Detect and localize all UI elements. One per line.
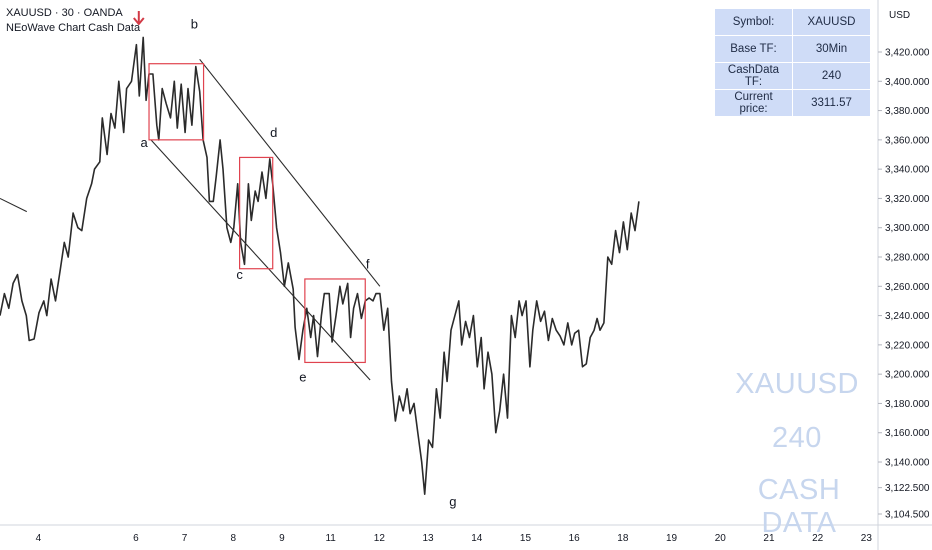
price-tick-label: 3,122.500 [885, 483, 930, 494]
chart-header: XAUUSD · 30 · OANDA NEoWave Chart Cash D… [6, 6, 140, 36]
time-tick-label: 12 [374, 533, 386, 544]
wave-label-e: e [299, 369, 306, 384]
price-tick-label: 3,300.000 [885, 223, 930, 234]
price-tick-label: 3,180.000 [885, 399, 930, 410]
price-tick-label: 3,220.000 [885, 340, 930, 351]
time-tick-label: 7 [182, 533, 188, 544]
wave-labels: a b c d e f g [133, 10, 457, 509]
down-arrow-icon [133, 10, 145, 25]
pattern-boxes [148, 63, 366, 364]
watermark-symbol: XAUUSD [735, 368, 859, 400]
channel-lower-line [150, 139, 371, 381]
time-tick-label: 11 [325, 533, 336, 544]
channel-upper-line [199, 58, 381, 287]
pattern-box [148, 63, 205, 141]
wave-label-f: f [366, 257, 370, 272]
price-tick-label: 3,320.000 [885, 194, 930, 205]
price-tick-label: 3,360.000 [885, 135, 930, 146]
info-key: CashData TF: [715, 63, 792, 89]
info-value: 3311.57 [793, 90, 870, 116]
price-axis[interactable]: USD 3,420.000 3,400.000 3,380.000 3,360.000 3… [877, 0, 930, 550]
time-tick-label: 16 [569, 533, 581, 544]
info-key: Base TF: [715, 36, 792, 62]
time-tick-label: 15 [520, 533, 532, 544]
price-tick-label: 3,160.000 [885, 428, 930, 439]
time-tick-label: 20 [715, 533, 727, 544]
price-series [0, 36, 640, 496]
price-tick-label: 3,340.000 [885, 165, 930, 176]
wave-label-b: b [191, 17, 198, 32]
wave-label-c: c [236, 267, 243, 282]
arrow-head [133, 17, 145, 25]
time-tick-label: 13 [422, 533, 434, 544]
time-tick-label: 14 [471, 533, 483, 544]
pattern-box [304, 278, 366, 364]
currency-label: USD [889, 10, 910, 21]
trendline-segment [0, 197, 28, 213]
price-tick-label: 3,420.000 [885, 48, 930, 59]
symbol-title: XAUUSD · 30 · OANDA [6, 7, 123, 19]
wave-label-a: a [141, 135, 149, 150]
info-row-symbol: Symbol: XAUUSD [715, 9, 870, 35]
price-tick-label: 3,240.000 [885, 311, 930, 322]
wave-channel [150, 58, 381, 381]
info-row-cashdata-tf: CashData TF: 240 [715, 63, 870, 89]
time-axis[interactable]: 4 6 7 8 9 11 12 13 14 15 16 18 19 20 21 22 23 [0, 524, 932, 544]
price-tick-label: 3,200.000 [885, 370, 930, 381]
price-tick-label: 3,260.000 [885, 282, 930, 293]
time-tick-label: 19 [666, 533, 678, 544]
pattern-box [239, 156, 274, 270]
info-key: Current price: [715, 90, 792, 116]
time-tick-label: 18 [617, 533, 629, 544]
wave-label-g: g [449, 494, 456, 509]
info-key: Symbol: [715, 9, 792, 35]
info-row-base-tf: Base TF: 30Min [715, 36, 870, 62]
price-tick-label: 3,280.000 [885, 253, 930, 264]
time-tick-label: 21 [763, 533, 775, 544]
time-tick-label: 23 [861, 533, 873, 544]
wave-label-d: d [270, 125, 277, 140]
price-line [0, 36, 640, 496]
price-tick-label: 3,400.000 [885, 77, 930, 88]
price-tick-label: 3,380.000 [885, 106, 930, 117]
time-tick-label: 4 [36, 533, 42, 544]
info-value: 240 [793, 63, 870, 89]
price-tick-label: 3,140.000 [885, 458, 930, 469]
watermark-timeframe: 240 [772, 422, 822, 454]
time-tick-label: 9 [279, 533, 285, 544]
time-tick-label: 22 [812, 533, 824, 544]
info-value: XAUUSD [793, 9, 870, 35]
time-tick-label: 6 [133, 533, 139, 544]
info-value: 30Min [793, 36, 870, 62]
info-table: Symbol: XAUUSD Base TF: 30Min CashData T… [714, 8, 871, 117]
indicator-name: NEoWave Chart Cash Data [6, 22, 141, 34]
info-row-current-price: Current price: 3311.57 [715, 90, 870, 116]
watermark-caption: CASH DATA [757, 474, 841, 539]
price-tick-label: 3,104.500 [885, 510, 930, 521]
time-tick-label: 8 [230, 533, 236, 544]
